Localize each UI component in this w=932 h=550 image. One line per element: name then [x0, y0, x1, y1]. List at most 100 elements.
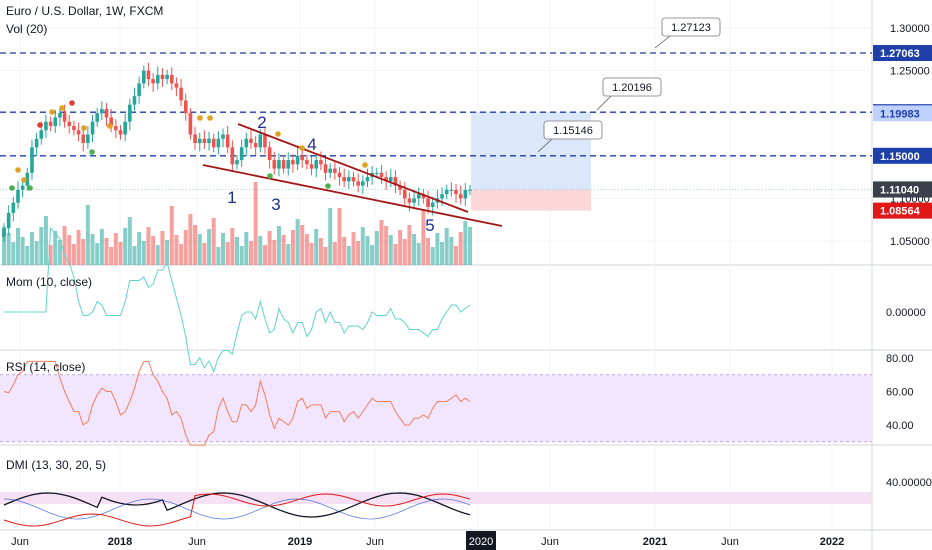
volume-bar [183, 230, 188, 265]
callout-box [543, 120, 603, 140]
volume-bar [416, 243, 421, 265]
candle-body [207, 138, 211, 144]
price-tag [873, 147, 932, 164]
dmi-label[interactable]: DMI (13, 30, 20, 5) [6, 458, 107, 472]
candle-body [342, 177, 346, 182]
candle-body [398, 185, 402, 190]
price-tag-label: 1.15000 [880, 151, 920, 163]
symbol-title[interactable]: Euro / U.S. Dollar, 1W, FXCM [6, 4, 164, 18]
candle-body [72, 125, 76, 131]
volume-bar [104, 238, 109, 265]
volume-bar [141, 241, 146, 265]
rsi-tick-label: 80.00 [886, 353, 914, 365]
volume-bar [90, 234, 95, 265]
volume-bar [235, 237, 239, 265]
volume-bar [314, 229, 319, 265]
volume-bar [76, 230, 81, 265]
candle-body [463, 189, 468, 199]
volume-bar [328, 208, 333, 265]
candle-body [253, 143, 258, 148]
signal-dot [81, 125, 87, 131]
volume-bar [304, 234, 309, 265]
signal-dot [89, 149, 95, 155]
candle-body [86, 134, 90, 144]
price-tag-label: 1.08564 [880, 206, 921, 218]
volume-bar [365, 236, 370, 265]
volume-bar [290, 230, 295, 265]
volume-bar [95, 243, 100, 265]
volume-bar [53, 231, 58, 265]
time-tick-label: 2021 [643, 536, 667, 548]
wave-label-1: 1 [227, 188, 236, 207]
volume-bar [360, 227, 365, 265]
candle-body [239, 147, 244, 161]
signal-dot [69, 100, 75, 106]
candle-body [146, 70, 151, 80]
price-callouts: 1.27123 1.20196 1.15146 [537, 17, 721, 153]
falling-wedge [202, 123, 503, 227]
candle-body [58, 113, 62, 118]
time-tick-label: Jun [188, 536, 206, 548]
volume-bar [370, 245, 375, 265]
candle-body [388, 177, 393, 182]
volume-bar [137, 232, 142, 265]
candle-body [114, 125, 118, 131]
volume-bar [463, 221, 468, 265]
candle-body [216, 138, 221, 148]
volume-bar [123, 228, 128, 265]
time-tick-label: Jun [721, 536, 739, 548]
volume-bar [85, 205, 90, 265]
momentum-line [4, 226, 471, 373]
time-tick-label: 2019 [288, 536, 312, 548]
candle-body [183, 100, 188, 114]
volume-label[interactable]: Vol (20) [6, 22, 48, 36]
candle-body [449, 189, 454, 191]
signal-dot [27, 185, 33, 191]
price-tag-label: 1.27063 [880, 48, 920, 60]
candle-body [155, 74, 160, 84]
candle-body [151, 79, 155, 84]
volume-bar [393, 244, 398, 265]
volume-bar [248, 241, 253, 265]
volume-bar [109, 247, 114, 265]
volume-bar [160, 231, 165, 265]
signal-dot [267, 173, 273, 179]
candle-body [67, 121, 72, 126]
signal-dot [207, 115, 213, 121]
volume-bar [132, 246, 137, 265]
volume-bar [374, 231, 379, 265]
volume-bar [99, 229, 104, 265]
candlesticks [2, 62, 472, 242]
volume-bar [346, 246, 351, 265]
candle-body [160, 74, 165, 80]
rsi-label[interactable]: RSI (14, close) [6, 360, 86, 374]
volume-bar [468, 227, 472, 265]
candle-body [137, 83, 141, 97]
price-tag [873, 202, 932, 219]
callout-leader [537, 138, 553, 153]
callout-box [661, 17, 721, 37]
mom-label[interactable]: Mom (10, close) [6, 275, 93, 289]
volume-bar [295, 219, 300, 265]
volume-bar [398, 230, 403, 265]
candle-body [356, 181, 360, 186]
candle-body [430, 202, 435, 207]
candle-body [361, 181, 365, 186]
candle-body [244, 138, 249, 148]
volume-bar [272, 240, 277, 265]
signal-dot [325, 183, 331, 189]
candle-body [197, 138, 202, 144]
candle-body [53, 117, 58, 126]
price-tag [873, 105, 932, 122]
candle-body [295, 155, 300, 165]
candle-body [123, 121, 127, 135]
volume-bar [151, 236, 156, 265]
candle-body [468, 189, 472, 191]
time-axis: Jun2018Jun2019Jun2020Jun2021Jun20222020 [11, 531, 844, 550]
candle-body [142, 70, 146, 84]
volume-bar [25, 246, 30, 265]
candle-body [309, 164, 314, 169]
volume-bar [146, 227, 151, 265]
callout-leader [654, 35, 671, 49]
